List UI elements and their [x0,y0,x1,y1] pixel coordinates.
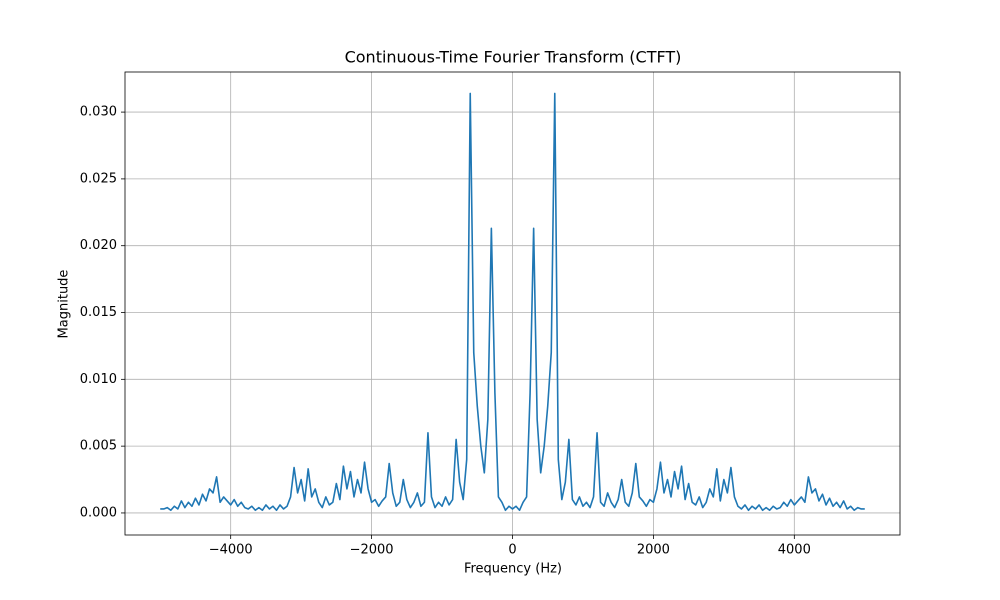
y-tick-label: 0.010 [80,372,117,387]
line-series [160,92,865,512]
plot [160,92,865,512]
y-tick-label: 0.000 [80,505,117,520]
x-tick-label: 0 [508,543,516,558]
grid [125,72,900,535]
y-tick-label: 0.005 [80,439,117,454]
y-tick-label: 0.030 [80,105,117,120]
y-tick-label: 0.020 [80,238,117,253]
y-tick-label: 0.025 [80,171,117,186]
x-tick-label: 2000 [637,543,670,558]
x-tick-label: −2000 [350,543,394,558]
x-axis-label: Frequency (Hz) [464,562,562,577]
y-tick-label: 0.015 [80,305,117,320]
x-tick-label: 4000 [778,543,811,558]
y-axis-label: Magnitude [57,270,72,339]
x-tick-label: −4000 [209,543,253,558]
chart-title: Continuous-Time Fourier Transform (CTFT) [345,48,682,67]
